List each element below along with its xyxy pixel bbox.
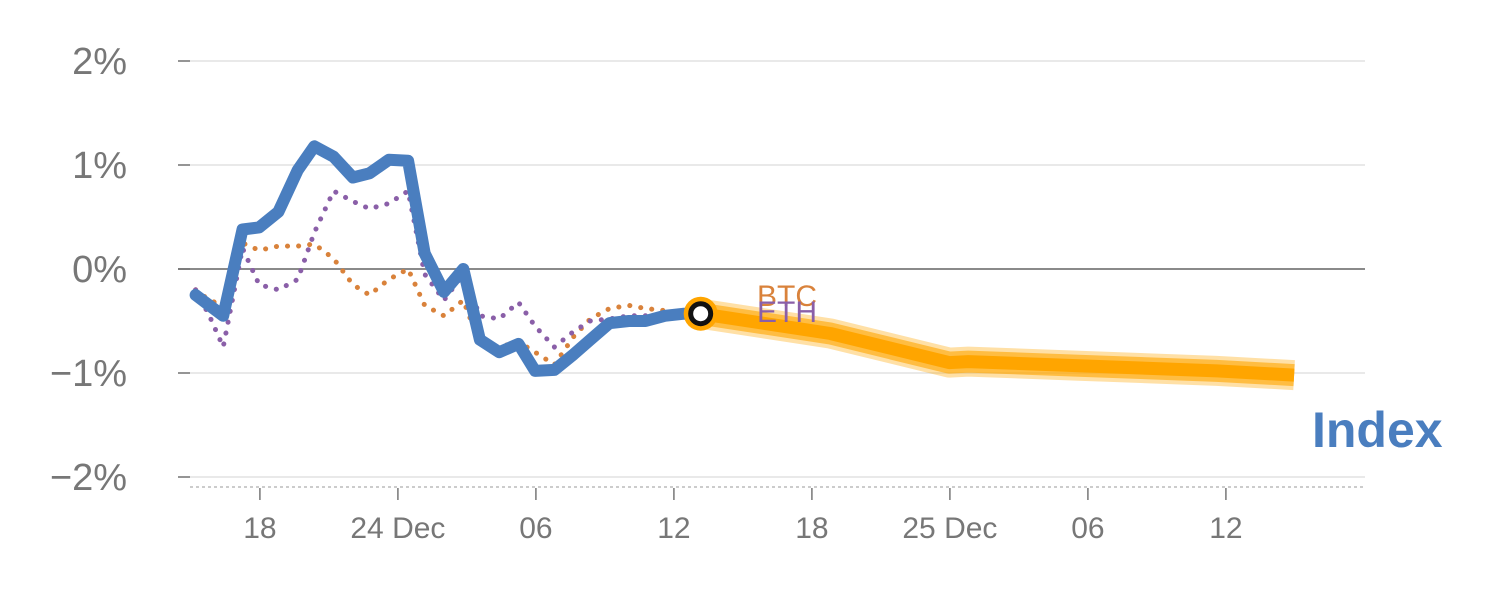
grid xyxy=(178,60,1365,478)
forecast xyxy=(698,298,1295,391)
index-label: Index xyxy=(1312,402,1443,458)
series-lines xyxy=(189,140,707,377)
x-tick-label: 12 xyxy=(657,512,690,545)
y-tick-label: −1% xyxy=(50,353,127,395)
x-tick-labels: 18 24 Dec 06 12 18 25 Dec 06 12 xyxy=(243,512,1242,545)
x-tick-label: 12 xyxy=(1209,512,1242,545)
eth-label: ETH xyxy=(757,296,817,329)
marker-dot xyxy=(688,301,714,327)
current-marker xyxy=(683,296,718,331)
x-tick-label: 06 xyxy=(1071,512,1104,545)
series-line-btc xyxy=(193,240,704,368)
series-line-eth xyxy=(193,188,704,350)
y-tick-label: 0% xyxy=(72,249,127,291)
y-tick-labels: 2% 1% 0% −1% −2% xyxy=(50,41,127,499)
forecast-line xyxy=(699,307,1295,382)
x-axis xyxy=(190,486,1365,500)
y-tick-label: 2% xyxy=(72,41,127,83)
btc-label: BTC xyxy=(757,280,817,313)
x-tick-label: 06 xyxy=(519,512,552,545)
x-tick-label: 25 Dec xyxy=(902,512,997,545)
series-line-index xyxy=(189,140,707,377)
y-tick-label: 1% xyxy=(72,145,127,187)
x-tick-label: 18 xyxy=(243,512,276,545)
x-tick-label: 24 Dec xyxy=(350,512,445,545)
x-tick-label: 18 xyxy=(795,512,828,545)
y-tick-label: −2% xyxy=(50,457,127,499)
